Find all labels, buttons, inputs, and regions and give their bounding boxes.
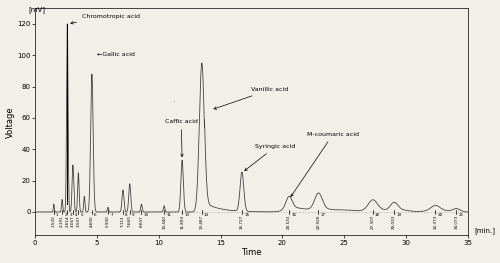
Text: Vanillic acid: Vanillic acid	[214, 87, 288, 109]
Text: 4.600: 4.600	[90, 215, 94, 227]
Text: 4: 4	[75, 213, 78, 217]
Text: 5.900: 5.900	[106, 215, 110, 227]
Text: 1.520: 1.520	[52, 215, 56, 227]
Text: Chromotropic acid: Chromotropic acid	[71, 14, 140, 24]
Text: 6: 6	[94, 213, 96, 217]
Text: 22.920: 22.920	[316, 215, 320, 230]
Text: 21: 21	[458, 213, 464, 217]
Text: 16.727: 16.727	[240, 215, 244, 229]
Text: 13.487: 13.487	[200, 215, 204, 229]
Text: 2: 2	[64, 213, 67, 217]
Text: 32.373: 32.373	[434, 215, 438, 230]
Text: 10.440: 10.440	[162, 215, 166, 229]
Text: 13: 13	[184, 213, 190, 217]
Text: 7.113: 7.113	[121, 215, 125, 227]
Text: 7.660: 7.660	[128, 215, 132, 227]
Text: 3.507: 3.507	[76, 215, 80, 227]
Text: 11: 11	[166, 213, 172, 217]
Text: 8: 8	[125, 213, 128, 217]
Text: 27.307: 27.307	[371, 215, 375, 230]
Text: [mV]: [mV]	[29, 6, 46, 13]
Text: 8.607: 8.607	[140, 215, 143, 227]
Text: M-coumaric acid: M-coumaric acid	[291, 132, 359, 196]
Text: Syringic acid: Syringic acid	[244, 144, 296, 171]
Text: 1: 1	[56, 213, 58, 217]
Text: 15: 15	[244, 213, 249, 217]
Text: 18: 18	[375, 213, 380, 217]
Text: [min.]: [min.]	[474, 227, 495, 234]
Text: 2.191: 2.191	[60, 215, 64, 227]
Text: 19: 19	[396, 213, 402, 217]
Text: 10: 10	[144, 213, 149, 217]
Text: ’: ’	[172, 100, 174, 106]
Text: 3: 3	[70, 213, 72, 217]
Text: 11.893: 11.893	[180, 215, 184, 229]
Text: 7: 7	[110, 213, 113, 217]
Text: 20: 20	[438, 213, 443, 217]
Text: 16: 16	[291, 213, 296, 217]
Text: 17: 17	[320, 213, 326, 217]
Text: 2.614: 2.614	[66, 215, 70, 227]
Text: 20.533: 20.533	[287, 215, 291, 230]
Text: 5: 5	[80, 213, 83, 217]
Text: 9: 9	[132, 213, 134, 217]
Text: 3.067: 3.067	[71, 215, 75, 227]
Text: 34.073: 34.073	[454, 215, 458, 229]
Text: 14: 14	[204, 213, 209, 217]
Y-axis label: Voltage: Voltage	[6, 106, 15, 138]
Text: 29.033: 29.033	[392, 215, 396, 230]
Text: Caffic acid: Caffic acid	[165, 119, 198, 157]
X-axis label: Time: Time	[241, 249, 262, 257]
Text: ←Gallic acid: ←Gallic acid	[97, 52, 134, 57]
